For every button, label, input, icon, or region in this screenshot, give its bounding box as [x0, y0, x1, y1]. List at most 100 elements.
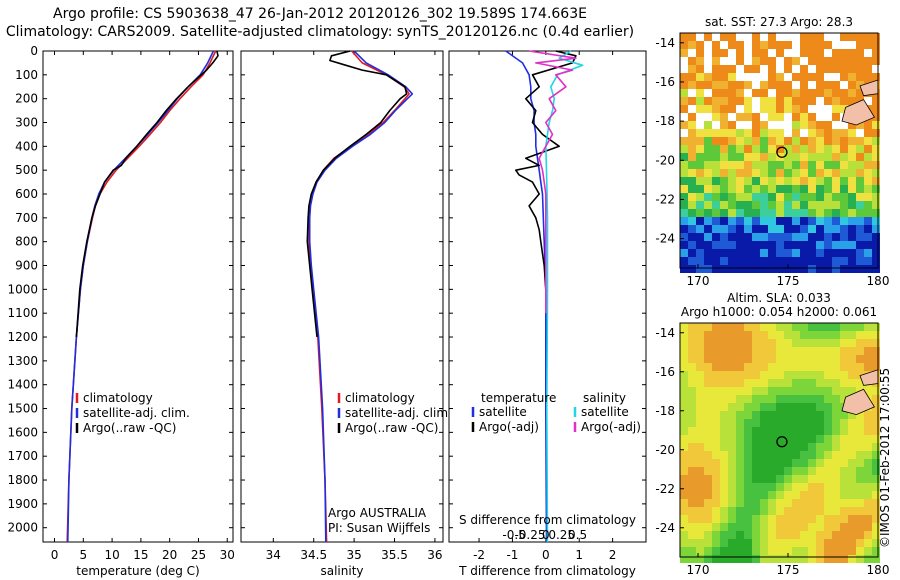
sst-map-cell	[768, 233, 776, 241]
sst-map-cell	[840, 201, 848, 209]
sla-map-cell	[688, 491, 696, 499]
sst-map-cell	[864, 121, 872, 129]
sst-map-cell	[856, 193, 864, 201]
sla-map-cell	[696, 371, 704, 379]
sst-map-cell	[784, 65, 792, 73]
sla-map-cell	[856, 547, 864, 555]
sst-map-cell	[696, 129, 704, 137]
sla-map-cell	[744, 475, 752, 483]
sla-map-cell	[840, 475, 848, 483]
sla-map-cell	[680, 371, 688, 379]
sla-map-cell	[816, 363, 824, 371]
sst-map-cell	[752, 153, 760, 161]
sla-map-cell	[792, 427, 800, 435]
sla-map-cell	[696, 515, 704, 523]
sst-map-cell	[816, 73, 824, 81]
sst-map-cell	[792, 209, 800, 217]
sst-map-cell	[808, 265, 816, 273]
sla-map-cell	[688, 531, 696, 539]
sla-map-cell	[704, 427, 712, 435]
sla-map-cell	[696, 387, 704, 395]
sst-map-cell	[696, 249, 704, 257]
sst-map-cell	[696, 105, 704, 113]
figure-title-line2: Climatology: CARS2009. Satellite-adjuste…	[5, 24, 635, 40]
sst-map-cell	[712, 257, 720, 265]
sla-map-cell	[696, 411, 704, 419]
sst-map-cell	[760, 105, 768, 113]
sst-map-cell	[816, 233, 824, 241]
sst-map-cell	[728, 257, 736, 265]
sst-map-cell	[832, 185, 840, 193]
sst-map-ytick-label: -20	[655, 153, 675, 167]
sst-map-cell	[840, 169, 848, 177]
sla-map-cell	[760, 499, 768, 507]
sla-map-cell	[728, 355, 736, 363]
sst-map-cell	[864, 41, 872, 49]
sst-map-cell	[760, 89, 768, 97]
salinity-legend-label: satellite-adj. clim.	[345, 406, 452, 420]
sst-map-cell	[696, 185, 704, 193]
sla-map-cell	[800, 523, 808, 531]
sla-map-cell	[760, 507, 768, 515]
sla-map-cell	[848, 507, 856, 515]
sst-map-cell	[744, 265, 752, 273]
sla-map-cell	[856, 491, 864, 499]
sla-map-cell	[776, 467, 784, 475]
sst-map-cell	[736, 201, 744, 209]
sla-map-cell	[816, 483, 824, 491]
sst-map-cell	[760, 169, 768, 177]
sst-map-cell	[776, 105, 784, 113]
sla-map-cell	[800, 363, 808, 371]
sst-map-cell	[768, 209, 776, 217]
sla-map-cell	[768, 491, 776, 499]
sst-map-cell	[848, 129, 856, 137]
sla-map-cell	[728, 483, 736, 491]
sst-map-cell	[688, 257, 696, 265]
sst-map-cell	[744, 225, 752, 233]
sst-map-cell	[824, 153, 832, 161]
sst-map-cell	[760, 241, 768, 249]
sst-map-cell	[696, 153, 704, 161]
sla-map-cell	[736, 323, 744, 331]
temperature-xtick-label: 5	[79, 548, 87, 562]
sla-map-cell	[760, 331, 768, 339]
sst-map-cell	[680, 185, 688, 193]
sla-map-cell	[744, 435, 752, 443]
sla-map-cell	[840, 435, 848, 443]
sst-map-cell	[752, 177, 760, 185]
sst-map-cell	[784, 89, 792, 97]
sla-map-cell	[776, 347, 784, 355]
sst-map-cell	[808, 137, 816, 145]
sla-map-cell	[856, 339, 864, 347]
temperature-xtick-label: 15	[133, 548, 148, 562]
sla-map-cell	[752, 331, 760, 339]
sla-map-cell	[832, 395, 840, 403]
sst-map-cell	[696, 201, 704, 209]
sla-map-cell	[776, 475, 784, 483]
sla-map-land-vitilevu	[841, 388, 875, 416]
sst-map-cell	[872, 105, 880, 113]
sla-map-cell	[856, 411, 864, 419]
sla-map-cell	[824, 539, 832, 547]
sla-map-cell	[696, 355, 704, 363]
sla-map-cell	[760, 539, 768, 547]
sla-map-cell	[760, 395, 768, 403]
sla-map-cell	[704, 539, 712, 547]
sla-map-cell	[720, 435, 728, 443]
sla-map-cell	[720, 499, 728, 507]
sla-map-cell	[784, 387, 792, 395]
sst-map-cell	[800, 113, 808, 121]
sst-map-cell	[768, 145, 776, 153]
sst-map-cell	[856, 121, 864, 129]
sla-map-cell	[824, 411, 832, 419]
sst-map-cell	[696, 233, 704, 241]
sst-map-cell	[712, 105, 720, 113]
sst-map-cell	[760, 265, 768, 273]
sst-map-cell	[856, 89, 864, 97]
sla-map-cell	[840, 483, 848, 491]
sst-map-cell	[824, 57, 832, 65]
sst-map-cell	[688, 193, 696, 201]
sst-map-cell	[768, 137, 776, 145]
sla-map-cell	[696, 523, 704, 531]
sla-map-cell	[680, 547, 688, 555]
